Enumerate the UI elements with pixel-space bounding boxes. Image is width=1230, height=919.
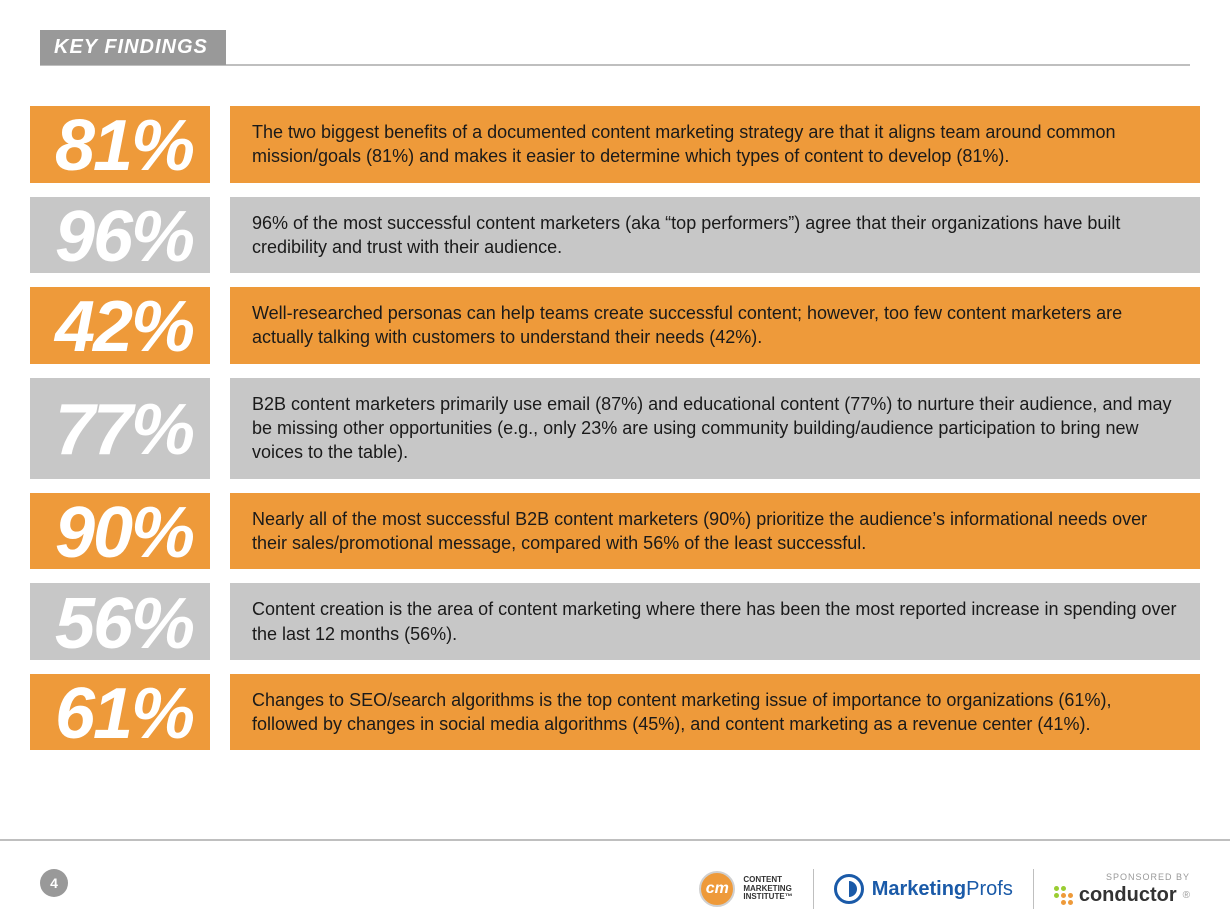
finding-row: 77% B2B content marketers primarily use e… <box>30 378 1200 479</box>
stat-percent: 42% <box>55 291 193 363</box>
stat-box: 56% <box>30 583 210 660</box>
conductor-logo-block: SPONSORED BY conductor® <box>1054 872 1190 907</box>
stat-percent: 77% <box>55 394 193 466</box>
finding-row: 61% Changes to SEO/search algorithms is t… <box>30 674 1200 751</box>
stat-percent: 61% <box>55 678 193 750</box>
stat-percent: 81% <box>55 110 193 182</box>
finding-description: Nearly all of the most successful B2B co… <box>230 493 1200 570</box>
finding-description: The two biggest benefits of a documented… <box>230 106 1200 183</box>
conductor-logo-text: conductor <box>1079 884 1177 907</box>
logo-divider <box>1033 869 1034 909</box>
stat-box: 61% <box>30 674 210 751</box>
stat-box: 96% <box>30 197 210 274</box>
page-header: KEY FINDINGS <box>0 0 1230 66</box>
sponsor-bar: cm CONTENT MARKETING INSTITUTE™ Marketin… <box>699 869 1190 909</box>
finding-row: 90% Nearly all of the most successful B2B… <box>30 493 1200 570</box>
sponsored-by-label: SPONSORED BY <box>1054 872 1190 882</box>
marketingprofs-logo-text: MarketingProfs <box>872 878 1013 901</box>
finding-description: Changes to SEO/search algorithms is the … <box>230 674 1200 751</box>
stat-percent: 90% <box>55 497 193 569</box>
stat-box: 81% <box>30 106 210 183</box>
page-number-badge: 4 <box>40 869 68 897</box>
page-footer: 4 cm CONTENT MARKETING INSTITUTE™ Market… <box>0 839 1230 919</box>
stat-box: 77% <box>30 378 210 479</box>
stat-percent: 96% <box>55 201 193 273</box>
cmi-logo-mark: cm <box>699 871 735 907</box>
marketingprofs-logo-mark <box>834 874 864 904</box>
page-number: 4 <box>50 875 58 891</box>
finding-description: Content creation is the area of content … <box>230 583 1200 660</box>
cmi-logo: cm CONTENT MARKETING INSTITUTE™ <box>699 871 792 907</box>
finding-row: 96% 96% of the most successful content ma… <box>30 197 1200 274</box>
marketingprofs-logo: MarketingProfs <box>834 874 1013 904</box>
stat-box: 90% <box>30 493 210 570</box>
finding-description: Well-researched personas can help teams … <box>230 287 1200 364</box>
conductor-logo: conductor® <box>1054 884 1190 907</box>
finding-row: 81% The two biggest benefits of a documen… <box>30 106 1200 183</box>
conductor-logo-mark <box>1054 886 1073 905</box>
cmi-logo-text: CONTENT MARKETING INSTITUTE™ <box>743 876 792 902</box>
finding-row: 42% Well-researched personas can help tea… <box>30 287 1200 364</box>
stat-box: 42% <box>30 287 210 364</box>
logo-divider <box>813 869 814 909</box>
finding-row: 56% Content creation is the area of conte… <box>30 583 1200 660</box>
finding-description: B2B content marketers primarily use emai… <box>230 378 1200 479</box>
finding-description: 96% of the most successful content marke… <box>230 197 1200 274</box>
stat-percent: 56% <box>55 588 193 660</box>
header-title: KEY FINDINGS <box>40 30 226 65</box>
findings-list: 81% The two biggest benefits of a documen… <box>0 66 1230 750</box>
